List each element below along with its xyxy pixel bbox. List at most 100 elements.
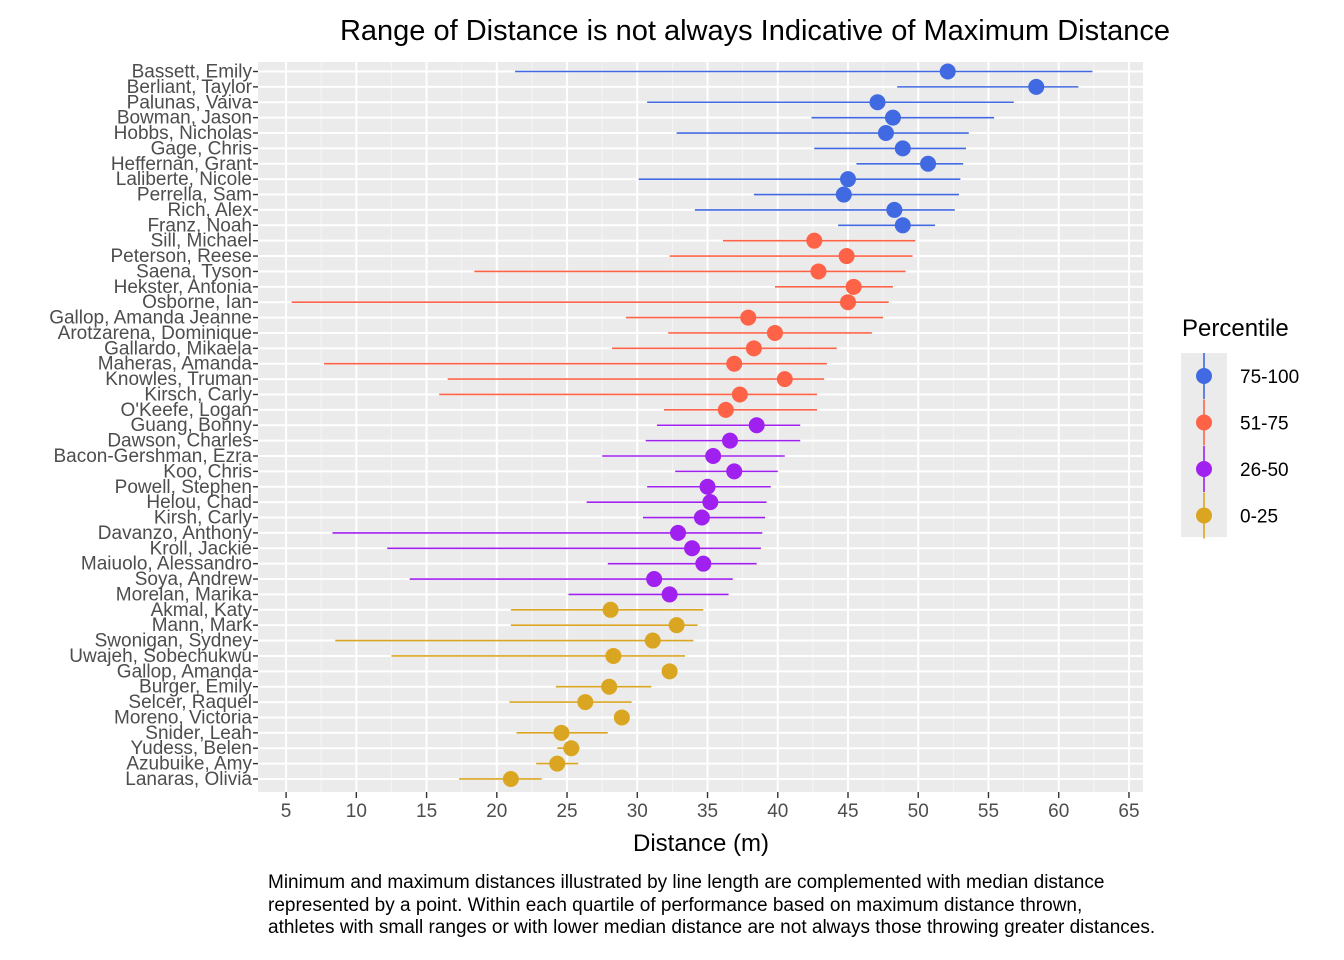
y-tick-label: Sill, Michael xyxy=(151,231,252,252)
x-tick-label: 55 xyxy=(978,801,999,822)
caption-line: athletes with small ranges or with lower… xyxy=(268,917,1156,938)
median-point xyxy=(553,724,570,741)
y-tick-label: Bassett, Emily xyxy=(132,62,253,83)
caption-line: represented by a point. Within each quar… xyxy=(268,894,1083,916)
x-tick-label: 5 xyxy=(281,801,292,822)
median-point xyxy=(920,155,937,172)
median-point xyxy=(810,263,827,280)
x-tick-label: 30 xyxy=(627,801,648,822)
median-point xyxy=(1028,78,1045,95)
y-tick-label: Arotzarena, Dominique xyxy=(58,323,252,344)
y-tick-label: Kirsch, Carly xyxy=(144,384,252,405)
x-tick-label: 15 xyxy=(416,801,437,822)
y-tick-label: Hekster, Antonia xyxy=(114,277,253,298)
median-point xyxy=(806,232,823,249)
chart-caption: Minimum and maximum distances illustrate… xyxy=(268,872,1328,940)
median-point xyxy=(577,694,594,711)
plot-panel xyxy=(258,62,1143,792)
legend-key-point xyxy=(1196,368,1212,384)
y-tick-label: Maiuolo, Alessandro xyxy=(81,554,252,575)
y-tick-label: Peterson, Reese xyxy=(110,246,252,267)
y-tick-label: Akmal, Katy xyxy=(151,600,253,621)
y-tick-label: Swonigan, Sydney xyxy=(95,631,253,652)
y-tick-label: Powell, Stephen xyxy=(115,477,252,498)
y-tick-label: Kirsh, Carly xyxy=(154,508,253,529)
y-tick-label: Laliberte, Nicole xyxy=(116,169,252,190)
legend: Percentile 75-100 51-75 26-50 0-25 xyxy=(1181,315,1299,539)
y-tick-label: Azubuike, Amy xyxy=(126,754,252,775)
median-point xyxy=(668,617,685,634)
y-tick-label: Gallardo, Mikaela xyxy=(104,338,252,359)
median-point xyxy=(563,740,580,757)
median-point xyxy=(884,109,901,126)
median-point xyxy=(661,586,678,603)
y-tick-label: Rich, Alex xyxy=(168,200,253,221)
median-point xyxy=(684,540,701,557)
median-point xyxy=(731,386,748,403)
y-tick-label: O'Keefe, Logan xyxy=(121,400,252,421)
y-tick-label: Perrella, Sam xyxy=(137,185,252,206)
x-tick-label: 35 xyxy=(697,801,718,822)
median-point xyxy=(838,248,855,265)
legend-label: 51-75 xyxy=(1240,414,1289,435)
y-tick-label: Franz, Noah xyxy=(147,215,252,236)
legend-key-point xyxy=(1196,461,1212,477)
y-tick-label: Hobbs, Nicholas xyxy=(114,123,252,144)
median-point xyxy=(726,463,743,480)
median-point xyxy=(745,340,762,357)
legend-label: 0-25 xyxy=(1240,507,1278,528)
median-point xyxy=(748,417,765,434)
median-point xyxy=(644,632,661,649)
caption-line: Minimum and maximum distances illustrate… xyxy=(268,872,1105,893)
x-axis: 5 10 15 20 25 30 35 40 45 50 55 60 65 xyxy=(281,792,1140,822)
x-tick-label: 40 xyxy=(767,801,788,822)
x-tick-label: 20 xyxy=(486,801,507,822)
y-tick-label: Bowman, Jason xyxy=(117,108,252,129)
y-tick-label: Yudess, Belen xyxy=(131,738,252,759)
legend-key-point xyxy=(1196,414,1212,431)
median-point xyxy=(705,448,722,464)
y-tick-label: Snider, Leah xyxy=(145,723,252,744)
y-tick-label: Selcer, Raquel xyxy=(128,692,252,713)
chart-title: Range of Distance is not always Indicati… xyxy=(340,15,1170,47)
legend-label: 26-50 xyxy=(1240,460,1289,481)
median-point xyxy=(845,278,862,295)
median-point xyxy=(840,294,856,311)
median-point xyxy=(726,355,743,372)
y-tick-label: Uwajeh, Sobechukwu xyxy=(69,646,252,667)
median-point xyxy=(740,309,757,326)
median-point xyxy=(939,63,956,80)
legend-entries: 75-100 51-75 26-50 0-25 xyxy=(1196,353,1299,539)
legend-key-point xyxy=(1196,507,1212,524)
median-point xyxy=(894,140,911,157)
median-point xyxy=(776,371,793,388)
median-point xyxy=(699,478,716,495)
y-tick-label: Lanaras, Olivia xyxy=(125,769,252,790)
median-point xyxy=(549,755,566,772)
y-tick-label: Bacon-Gershman, Ezra xyxy=(53,446,252,467)
median-point xyxy=(722,432,738,449)
median-point xyxy=(717,401,734,418)
median-point xyxy=(693,509,710,526)
y-tick-label: Dawson, Charles xyxy=(107,431,252,452)
y-tick-label: Guang, Bonny xyxy=(131,415,253,436)
median-point xyxy=(646,571,663,588)
y-tick-label: Helou, Chad xyxy=(146,492,252,513)
y-tick-label: Heffernan, Grant xyxy=(111,154,253,175)
x-tick-label: 65 xyxy=(1118,801,1139,822)
y-tick-label: Burger, Emily xyxy=(139,677,252,698)
median-point xyxy=(602,601,619,618)
x-tick-label: 60 xyxy=(1048,801,1069,822)
y-tick-label: Morelan, Marika xyxy=(116,584,253,605)
y-tick-label: Gallop, Amanda Jeanne xyxy=(49,308,252,329)
median-point xyxy=(835,186,852,203)
y-tick-label: Palunas, Vaiva xyxy=(127,92,253,113)
y-tick-label: Moreno, Victoria xyxy=(114,707,252,728)
y-tick-label: Soya, Andrew xyxy=(135,569,253,590)
y-tick-label: Kroll, Jackie xyxy=(150,538,252,559)
median-point xyxy=(886,201,903,218)
median-point xyxy=(695,555,712,572)
median-point xyxy=(661,663,678,680)
